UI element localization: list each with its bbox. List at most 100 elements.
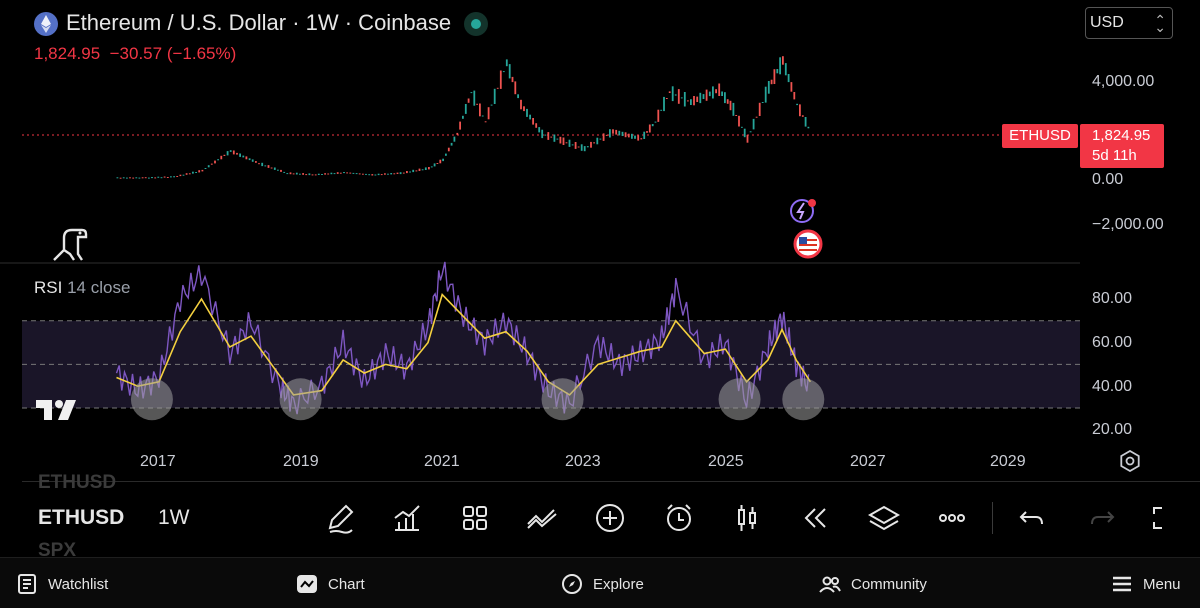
price-candle: [236, 152, 238, 155]
price-candle: [430, 166, 433, 168]
currency-select[interactable]: USD ⌃ ⌄: [1085, 7, 1173, 39]
ai-event-icon[interactable]: [786, 196, 820, 226]
price-candle: [343, 172, 345, 174]
oversold-highlight-circle: [279, 378, 322, 421]
oversold-highlight-circle: [541, 378, 584, 421]
price-candle: [336, 172, 339, 174]
price-candle: [248, 158, 251, 161]
price-candle: [634, 135, 636, 139]
price-candle: [311, 174, 314, 176]
price-candle: [170, 176, 172, 178]
currency-value: USD: [1090, 14, 1124, 31]
rsi-indicator-label[interactable]: RSI 14 close: [34, 278, 130, 298]
time-axis-label: 2025: [708, 453, 744, 470]
price-chart[interactable]: [0, 0, 1200, 480]
price-candle: [718, 83, 721, 96]
chart-type-button[interactable]: [729, 500, 765, 536]
nav-menu[interactable]: Menu: [1111, 572, 1181, 596]
price-candle: [804, 117, 807, 127]
price-candle: [333, 173, 336, 175]
nav-community[interactable]: Community: [819, 572, 927, 596]
price-candle: [289, 172, 292, 175]
us-flag-event-icon[interactable]: [793, 229, 823, 259]
price-candle: [371, 174, 374, 176]
layers-button[interactable]: [866, 500, 902, 536]
price-candle: [609, 129, 611, 138]
undo-button[interactable]: [1014, 500, 1050, 536]
price-candle: [599, 138, 602, 140]
chevron-updown-icon: ⌃ ⌄: [1154, 12, 1166, 35]
tradingview-logo-icon: [36, 398, 82, 422]
dinosaur-icon[interactable]: [52, 224, 90, 264]
price-candle: [436, 163, 439, 164]
alert-button[interactable]: [661, 500, 697, 536]
price-candle: [192, 171, 194, 174]
price-candle: [473, 90, 476, 106]
price-candle: [141, 177, 144, 179]
symbol-button[interactable]: ETHUSD: [38, 506, 125, 529]
price-candle: [132, 177, 135, 179]
price-candle: [362, 173, 364, 175]
price-candle: [428, 167, 430, 170]
price-candle: [517, 94, 519, 99]
price-candle: [384, 173, 386, 175]
replay-button[interactable]: [797, 500, 833, 536]
price-candle: [761, 102, 764, 103]
price-candle: [651, 124, 654, 127]
price-candle: [470, 92, 473, 94]
settings-gear-icon[interactable]: [1119, 449, 1141, 473]
price-candle: [264, 165, 267, 167]
nav-explore[interactable]: Explore: [561, 572, 644, 596]
rsi-line: [115, 261, 810, 415]
price-candle: [424, 167, 427, 170]
price-candle: [511, 76, 514, 83]
price-candle: [621, 131, 624, 136]
add-button[interactable]: [592, 500, 628, 536]
price-candle: [439, 159, 442, 164]
price-candle: [724, 92, 726, 104]
price-candle: [339, 172, 342, 174]
symbol-title[interactable]: Ethereum / U.S. Dollar · 1W · Coinbase: [66, 10, 452, 35]
price-candle: [299, 173, 301, 175]
indicators-button[interactable]: [389, 500, 425, 536]
redo-button[interactable]: [1084, 500, 1120, 536]
compare-button[interactable]: [524, 500, 560, 536]
price-candle: [226, 151, 229, 156]
price-candle: [637, 135, 640, 141]
nav-chart[interactable]: Chart: [296, 572, 365, 596]
price-candle: [767, 81, 770, 94]
drawing-tool-button[interactable]: [322, 500, 358, 536]
price-candle: [358, 173, 361, 175]
price-candle: [668, 91, 671, 93]
price-candle: [508, 64, 511, 79]
price-candle: [764, 86, 767, 103]
price-candle: [160, 177, 163, 179]
price-candle: [671, 86, 674, 102]
price-candle: [773, 69, 776, 84]
price-candle: [365, 173, 367, 175]
price-candle: [476, 103, 478, 105]
price-candle: [368, 174, 371, 176]
price-candle: [267, 165, 270, 168]
price-candle: [308, 173, 311, 176]
interval-button[interactable]: 1W: [158, 506, 190, 529]
fullscreen-button[interactable]: [1150, 500, 1180, 536]
layouts-button[interactable]: [457, 500, 493, 536]
more-button[interactable]: [934, 500, 970, 536]
price-candle: [758, 102, 761, 116]
time-axis-label: 2027: [850, 453, 886, 470]
price-candle: [683, 92, 686, 107]
price-candle: [577, 146, 580, 148]
price-candle: [204, 168, 207, 169]
rsi-axis-label: 20.00: [1092, 421, 1133, 438]
market-open-status-icon: [464, 12, 488, 36]
price-candle: [640, 138, 643, 140]
price-candle: [796, 103, 798, 106]
price-candle: [726, 99, 729, 104]
price-candle: [179, 174, 182, 177]
rsi-axis-label: 80.00: [1092, 290, 1133, 307]
price-candle: [283, 171, 286, 173]
nav-watchlist[interactable]: Watchlist: [16, 572, 108, 596]
price-candle: [251, 159, 254, 162]
price-candle: [735, 115, 738, 116]
